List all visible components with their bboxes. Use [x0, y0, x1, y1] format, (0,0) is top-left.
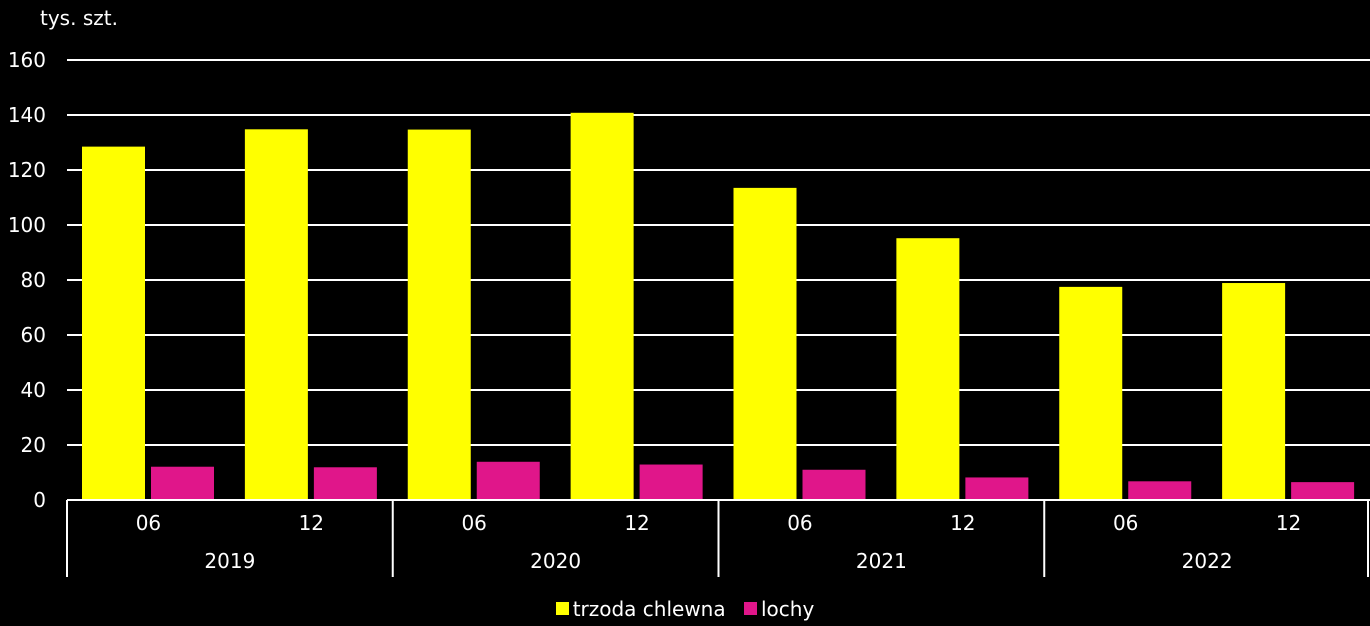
x-group-label-2022: 2022: [1182, 549, 1233, 573]
bar-lochy-2: [476, 461, 540, 500]
y-tick-label-120: 120: [8, 158, 46, 182]
bar-lochy-7: [1291, 482, 1355, 500]
bar-trzoda-chlewna-3: [570, 112, 634, 501]
x-tick-label-7: 12: [1276, 511, 1301, 535]
bar-lochy-5: [965, 477, 1029, 500]
x-group-label-2021: 2021: [856, 549, 907, 573]
x-tick-label-3: 12: [624, 511, 649, 535]
bar-lochy-4: [802, 469, 866, 500]
x-group-label-2019: 2019: [204, 549, 255, 573]
chart-legend: trzoda chlewna lochy: [0, 596, 1370, 621]
bar-lochy-1: [313, 467, 377, 500]
bar-trzoda-chlewna-2: [407, 129, 471, 500]
bar-trzoda-chlewna-6: [1059, 286, 1123, 500]
legend-label-trzoda-chlewna: trzoda chlewna: [572, 596, 726, 621]
bar-trzoda-chlewna-1: [244, 129, 308, 501]
bar-trzoda-chlewna-4: [733, 187, 797, 500]
bar-lochy-0: [151, 466, 214, 500]
y-tick-label-0: 0: [33, 488, 46, 512]
y-tick-label-140: 140: [8, 103, 46, 127]
legend-label-lochy: lochy: [760, 596, 815, 621]
y-axis-unit-label: tys. szt.: [40, 6, 118, 30]
y-tick-label-20: 20: [21, 433, 46, 457]
bar-lochy-6: [1128, 481, 1192, 500]
bar-trzoda-chlewna-0: [82, 146, 145, 500]
y-tick-label-40: 40: [21, 378, 46, 402]
x-group-label-2020: 2020: [530, 549, 581, 573]
y-tick-label-160: 160: [8, 48, 46, 72]
x-tick-label-5: 12: [950, 511, 975, 535]
legend-item-trzoda-chlewna: trzoda chlewna: [555, 596, 726, 621]
x-tick-label-4: 06: [787, 511, 812, 535]
legend-item-lochy: lochy: [743, 596, 815, 621]
y-tick-label-80: 80: [21, 268, 46, 292]
y-tick-label-100: 100: [8, 213, 46, 237]
bar-lochy-3: [639, 464, 703, 500]
bar-chart: 0 20 40 60 80 100 120 140 160 06 12 06 12 06 12 06 12 201…: [8, 48, 1370, 577]
x-tick-label-6: 06: [1113, 511, 1138, 535]
bar-trzoda-chlewna-5: [896, 238, 960, 500]
x-tick-label-0: 06: [136, 511, 161, 535]
bar-trzoda-chlewna-7: [1222, 283, 1286, 500]
legend-swatch-trzoda-chlewna: [555, 602, 569, 615]
legend-swatch-lochy: [743, 602, 757, 615]
x-tick-label-1: 12: [299, 511, 324, 535]
x-tick-label-2: 06: [461, 511, 486, 535]
y-tick-label-60: 60: [21, 323, 46, 347]
